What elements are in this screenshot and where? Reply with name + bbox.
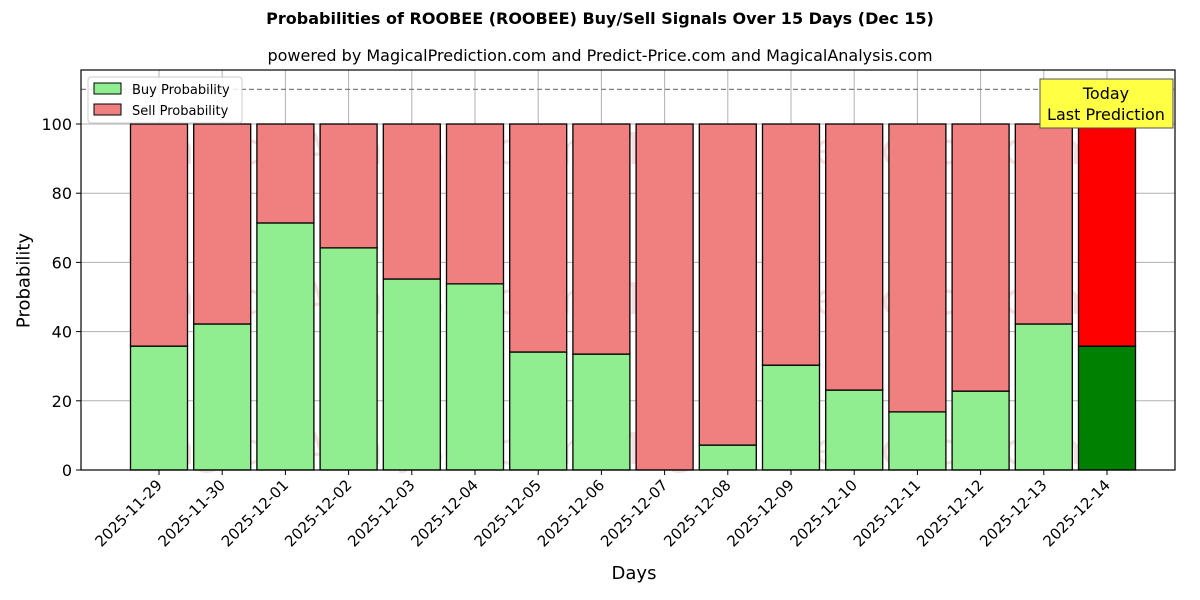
- svg-text:2025-11-30: 2025-11-30: [155, 476, 229, 550]
- buy-bar: [1014, 323, 1073, 471]
- bar-group: [509, 123, 568, 471]
- svg-text:Sell Probability: Sell Probability: [132, 104, 229, 119]
- svg-text:Last Prediction: Last Prediction: [1047, 105, 1165, 124]
- sell-bar: [382, 123, 441, 280]
- svg-text:Today: Today: [1082, 84, 1129, 103]
- buy-bar: [256, 222, 315, 471]
- chart-subtitle: powered by MagicalPrediction.com and Pre…: [267, 46, 933, 65]
- bar-group: [256, 123, 315, 471]
- sell-bar: [761, 123, 821, 366]
- sell-bar: [445, 123, 505, 285]
- bar-group: [382, 123, 441, 471]
- chart-title: Probabilities of ROOBEE (ROOBEE) Buy/Sel…: [266, 9, 934, 28]
- sell-bar: [256, 123, 315, 224]
- sell-bar: [509, 123, 568, 353]
- buy-bar: [951, 390, 1010, 471]
- svg-text:2025-12-06: 2025-12-06: [534, 476, 608, 550]
- bar-group: [951, 123, 1010, 471]
- buy-bar: [509, 351, 568, 471]
- today-annotation: Today Last Prediction: [1039, 78, 1174, 129]
- sell-bar: [319, 123, 378, 249]
- bar-group: [825, 123, 884, 471]
- bar-group: [193, 123, 252, 471]
- svg-text:0: 0: [62, 461, 72, 480]
- buy-bar: [193, 323, 252, 471]
- svg-text:100: 100: [41, 115, 72, 134]
- svg-text:2025-12-01: 2025-12-01: [218, 476, 292, 550]
- bar-group: [761, 123, 821, 471]
- svg-text:2025-12-04: 2025-12-04: [407, 476, 481, 550]
- svg-text:2025-12-02: 2025-12-02: [281, 476, 355, 550]
- y-axis-ticks: 0 20 40 60 80 100: [41, 115, 81, 480]
- legend: Buy Probability Sell Probability: [87, 76, 243, 124]
- sell-bar: [193, 123, 252, 325]
- sell-bar: [825, 123, 884, 391]
- svg-text:2025-12-14: 2025-12-14: [1039, 476, 1113, 550]
- buy-bar: [761, 364, 821, 471]
- svg-text:20: 20: [52, 392, 72, 411]
- bar-group: [319, 123, 378, 471]
- svg-text:40: 40: [52, 323, 72, 342]
- svg-text:2025-12-08: 2025-12-08: [660, 476, 734, 550]
- buy-bar: [129, 345, 189, 471]
- bar-group: [1077, 123, 1137, 471]
- bar-group: [572, 123, 631, 471]
- bar-group: [129, 123, 189, 471]
- bar-group: [698, 123, 757, 471]
- buy-bar: [382, 278, 441, 471]
- buy-bar: [888, 411, 947, 471]
- svg-text:2025-12-11: 2025-12-11: [850, 476, 924, 550]
- sell-bar: [698, 123, 757, 446]
- y-axis-label: Probability: [13, 232, 35, 329]
- plot-frame: [80, 69, 1176, 471]
- svg-text:2025-12-05: 2025-12-05: [471, 476, 545, 550]
- buy-bar: [825, 389, 884, 471]
- bar-group: [635, 123, 694, 471]
- buy-bar: [698, 444, 757, 471]
- svg-text:2025-12-12: 2025-12-12: [913, 476, 987, 550]
- sell-bar: [888, 123, 947, 413]
- x-axis-label: Days: [611, 563, 657, 584]
- sell-bar: [1014, 123, 1073, 325]
- bar-group: [888, 123, 947, 471]
- svg-text:2025-12-07: 2025-12-07: [597, 476, 671, 550]
- x-axis-ticks: 2025-11-292025-11-302025-12-012025-12-02…: [91, 470, 1114, 550]
- svg-text:2025-12-09: 2025-12-09: [723, 476, 797, 550]
- sell-bar: [1077, 123, 1137, 347]
- svg-text:2025-12-13: 2025-12-13: [976, 476, 1050, 550]
- buy-bar: [319, 247, 378, 471]
- sell-bar: [951, 123, 1010, 392]
- buy-bar: [1077, 345, 1137, 471]
- buy-bar: [572, 353, 631, 471]
- svg-text:Buy Probability: Buy Probability: [132, 83, 230, 98]
- svg-text:2025-11-29: 2025-11-29: [91, 476, 165, 550]
- buy-bar: [445, 283, 505, 471]
- bar-group: [1014, 123, 1073, 471]
- svg-text:2025-12-10: 2025-12-10: [787, 476, 861, 550]
- svg-text:80: 80: [52, 184, 72, 203]
- svg-text:60: 60: [52, 253, 72, 272]
- sell-bar: [572, 123, 631, 355]
- sell-bar: [635, 123, 694, 471]
- sell-bar: [129, 123, 189, 347]
- svg-text:2025-12-03: 2025-12-03: [344, 476, 418, 550]
- bar-group: [445, 123, 505, 471]
